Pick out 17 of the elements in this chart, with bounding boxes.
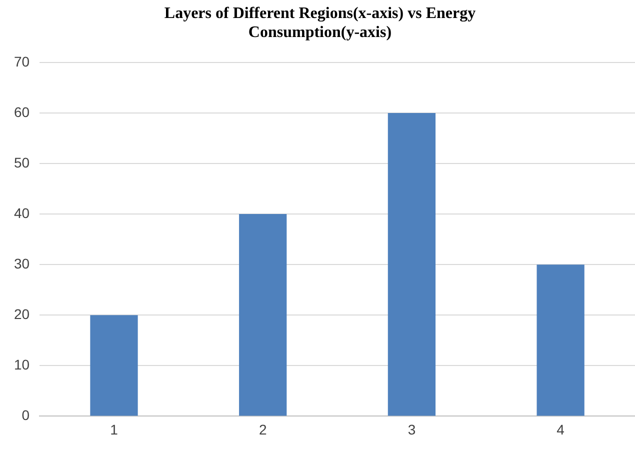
y-tick-label: 10: [14, 356, 30, 373]
y-tick-label: 0: [22, 407, 30, 424]
y-tick-label: 60: [14, 104, 30, 120]
x-tick-label: 1: [110, 421, 118, 438]
x-tick-label: 4: [556, 421, 565, 438]
y-tick-label: 40: [14, 204, 30, 221]
chart-title: Layers of Different Regions(x-axis) vs Energy Consumption(y-axis): [163, 4, 477, 42]
y-tick-label: 20: [14, 306, 30, 322]
bar: [388, 112, 436, 416]
bar: [536, 264, 584, 416]
y-tick-label: 70: [14, 53, 30, 70]
bar: [90, 315, 138, 416]
bar: [239, 214, 287, 416]
y-tick-label: 30: [14, 255, 30, 272]
x-tick-label: 3: [408, 421, 416, 438]
x-tick-label: 2: [258, 421, 267, 438]
y-tick-label: 50: [14, 154, 30, 170]
